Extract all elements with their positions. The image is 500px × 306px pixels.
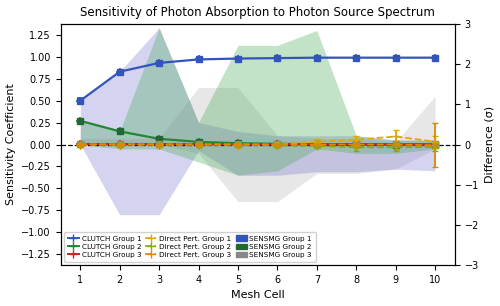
SENSMG Group 1 — [274, 56, 280, 60]
SENSMG Group 2 — [235, 141, 241, 145]
SENSMG Group 2 — [78, 119, 84, 123]
SENSMG Group 2 — [116, 129, 122, 133]
SENSMG Group 3 — [353, 143, 359, 146]
SENSMG Group 1 — [432, 56, 438, 59]
SENSMG Group 3 — [78, 142, 84, 146]
SENSMG Group 3 — [116, 142, 122, 146]
SENSMG Group 2 — [392, 143, 398, 147]
Line: SENSMG Group 1: SENSMG Group 1 — [77, 54, 438, 104]
SENSMG Group 1 — [116, 70, 122, 73]
SENSMG Group 1 — [314, 56, 320, 59]
Y-axis label: Sensitivity Coefficient: Sensitivity Coefficient — [6, 84, 16, 205]
SENSMG Group 1 — [78, 99, 84, 103]
Y-axis label: Difference (σ): Difference (σ) — [484, 106, 494, 183]
SENSMG Group 1 — [392, 56, 398, 59]
SENSMG Group 2 — [274, 142, 280, 146]
Legend: CLUTCH Group 1, CLUTCH Group 2, CLUTCH Group 3, Direct Pert. Group 1, Direct Per: CLUTCH Group 1, CLUTCH Group 2, CLUTCH G… — [64, 232, 316, 262]
Title: Sensitivity of Photon Absorption to Photon Source Spectrum: Sensitivity of Photon Absorption to Phot… — [80, 6, 435, 19]
SENSMG Group 1 — [235, 57, 241, 60]
Line: SENSMG Group 2: SENSMG Group 2 — [77, 118, 438, 148]
SENSMG Group 2 — [156, 137, 162, 141]
SENSMG Group 2 — [314, 142, 320, 146]
SENSMG Group 2 — [196, 140, 202, 144]
SENSMG Group 3 — [274, 142, 280, 146]
SENSMG Group 3 — [235, 142, 241, 146]
Line: SENSMG Group 3: SENSMG Group 3 — [77, 141, 438, 148]
SENSMG Group 3 — [392, 143, 398, 146]
SENSMG Group 3 — [196, 142, 202, 146]
SENSMG Group 3 — [314, 143, 320, 146]
SENSMG Group 1 — [196, 58, 202, 61]
SENSMG Group 2 — [432, 143, 438, 147]
SENSMG Group 1 — [156, 61, 162, 65]
SENSMG Group 3 — [156, 142, 162, 146]
SENSMG Group 1 — [353, 56, 359, 59]
SENSMG Group 2 — [353, 143, 359, 146]
X-axis label: Mesh Cell: Mesh Cell — [231, 290, 284, 300]
SENSMG Group 3 — [432, 143, 438, 146]
